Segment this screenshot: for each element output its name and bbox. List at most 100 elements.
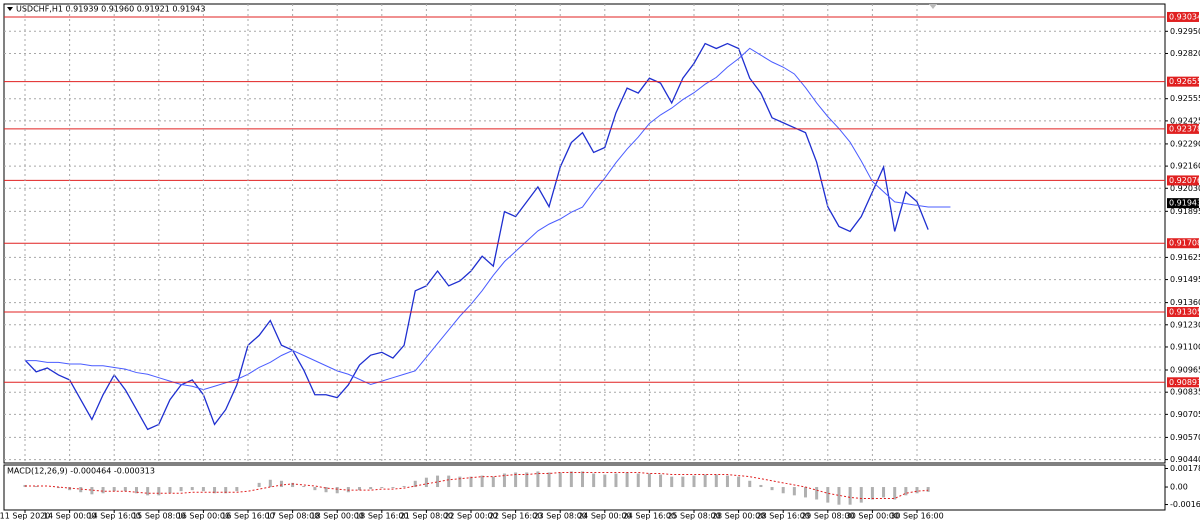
macd-bar [201,487,205,492]
macd-bar [413,480,417,488]
macd-panel [3,464,1166,511]
macd-bar [436,475,440,488]
macd-bar [737,476,741,488]
level-box [1167,377,1199,388]
macd-bar [714,474,718,488]
macd-bar [681,476,685,488]
macd-bar [447,475,451,488]
y-tick-label: 0.90835 [1170,388,1200,397]
macd-bar [614,473,618,488]
x-tick-label: 18 Sep 16:00 [355,512,408,521]
price-line [24,42,929,431]
macd-bar [358,487,361,491]
main-panel [3,3,1166,464]
macd-bar [647,473,651,488]
macd-bar [625,472,629,488]
x-tick-label: 18 Sep 00:00 [310,512,363,521]
macd-bar [536,471,540,488]
menu-arrow[interactable] [7,7,13,11]
macd-bar [424,477,428,488]
macd-title: MACD(12,26,9) -0.000464 -0.000313 [7,467,155,476]
macd-bar [882,487,886,498]
macd-bar [458,476,462,488]
y-tick-label: 0.92555 [1170,94,1200,103]
macd-bar [826,487,830,503]
level-label: 0.92378 [1169,124,1200,133]
macd-bar [268,479,272,488]
y-tick-label: 0.90440 [1170,455,1200,464]
x-tick-label: 24 Sep 00:00 [578,512,631,521]
macd-bar [391,487,395,489]
macd-bar [692,475,696,488]
chart-title: USDCHF,H1 0.91939 0.91960 0.91921 0.9194… [16,5,205,14]
x-tick-label: 17 Sep 08:00 [266,512,319,521]
x-tick-label: 15 Sep 08:00 [132,512,185,521]
macd-bar [759,484,763,488]
macd-bar [123,487,127,492]
macd-bar [480,475,484,488]
macd-bar [279,480,283,488]
x-tick-label: 22 Sep 16:00 [489,512,542,521]
level-label: 0.91708 [1169,239,1200,248]
macd-bar [302,485,306,488]
macd-bar [792,487,796,496]
macd-bar [926,487,930,492]
shift-marker [929,4,937,9]
level-box [1167,306,1199,317]
macd-bar [592,473,596,488]
macd-bar [402,485,406,488]
x-tick-label: 24 Sep 16:00 [623,512,676,521]
macd-bar [603,474,607,488]
macd-bar [224,487,228,494]
macd-bar [79,487,83,493]
macd-bar [915,487,919,494]
macd-bar [469,476,473,488]
macd-bar [770,487,774,491]
macd-bar [235,487,239,492]
macd-bar [190,487,194,491]
macd-bar [56,487,60,489]
macd-bar [157,487,161,496]
x-tick-label: 11 Sep 2020 [0,512,50,521]
y-tick-label: 0.001782 [1170,464,1200,473]
x-tick-label: 30 Sep 00:00 [846,512,899,521]
y-tick-label: 0.91360 [1170,298,1200,307]
macd-bar [547,472,551,488]
macd-bar [369,487,373,490]
level-box [1167,238,1199,249]
macd-bar [859,487,863,503]
last-price-label: 0.91943 [1169,199,1200,208]
x-tick-label: 28 Sep 00:00 [712,512,765,521]
x-tick-label: 28 Sep 16:00 [756,512,809,521]
macd-bar [725,475,729,488]
y-tick-label: 0.91625 [1170,253,1200,262]
y-tick-label: 0.92030 [1170,184,1200,193]
y-tick-label: 0.90705 [1170,410,1200,419]
macd-bar [346,487,350,493]
macd-bar [313,487,317,491]
level-label: 0.92076 [1169,176,1200,185]
macd-bar [101,487,105,494]
macd-bar [781,487,785,494]
macd-bar [870,487,874,500]
last-price-box [1167,198,1199,209]
x-tick-label: 14 Sep 00:00 [43,512,96,521]
x-tick-label: 16 Sep 00:00 [177,512,230,521]
x-tick-label: 25 Sep 08:00 [667,512,720,521]
x-tick-label: 14 Sep 16:00 [87,512,140,521]
x-tick-label: 23 Sep 08:00 [533,512,586,521]
y-tick-label: 0.92290 [1170,139,1200,148]
macd-bar [179,487,183,492]
y-tick-label: 0.92425 [1170,116,1200,125]
macd-bar [146,487,150,496]
y-tick-label: 0.91495 [1170,275,1200,284]
macd-bar [502,473,506,488]
macd-bar [324,487,328,493]
macd-bar [848,487,852,505]
macd-bar [213,487,217,494]
x-tick-label: 21 Sep 08:00 [400,512,453,521]
macd-bar [893,487,897,500]
moving-average [25,47,951,391]
y-tick-label: 0.91230 [1170,320,1200,329]
x-tick-label: 22 Sep 00:00 [444,512,497,521]
